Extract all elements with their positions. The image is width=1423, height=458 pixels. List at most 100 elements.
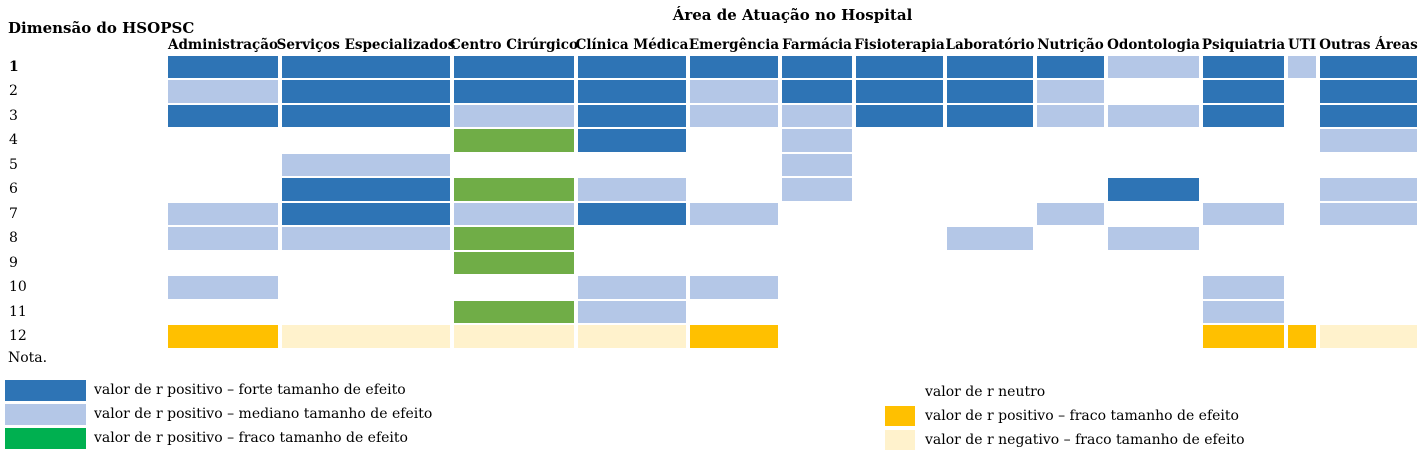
matrix-cell: [578, 104, 686, 127]
matrix-cell: [1320, 325, 1417, 348]
matrix-cell: [282, 202, 450, 225]
column-header: Fisioterapia: [854, 37, 945, 54]
matrix-cell: [856, 227, 943, 250]
matrix-cell: [1288, 178, 1316, 201]
matrix-cell: [856, 325, 943, 348]
matrix-cell: [1288, 276, 1316, 299]
legend-label: valor de r positivo – fraco tamanho de e…: [94, 430, 408, 446]
row-label: 6: [9, 181, 18, 198]
matrix-cell: [1108, 153, 1199, 176]
heatmap-grid: Administração Serviços Especializados Cent…: [0, 31, 1418, 348]
matrix-cell: [168, 202, 278, 225]
matrix-cell: [168, 276, 278, 299]
matrix-cell: [690, 202, 778, 225]
legend-item: valor de r positivo – forte tamanho de e…: [5, 378, 432, 402]
matrix-cell: [578, 129, 686, 152]
matrix-cell: [947, 202, 1033, 225]
matrix-cell: [690, 129, 778, 152]
matrix-cell: [282, 80, 450, 103]
matrix-cell: [168, 325, 278, 348]
matrix-cell: [1288, 325, 1316, 348]
matrix-cell: [1037, 178, 1104, 201]
matrix-cell: [782, 325, 852, 348]
matrix-cell: [1203, 178, 1284, 201]
matrix-cell: [1320, 276, 1417, 299]
column-header: Serviços Especializados: [276, 37, 456, 54]
matrix-cell: [578, 202, 686, 225]
matrix-cell: [782, 276, 852, 299]
column-header: Outras Áreas: [1319, 37, 1418, 54]
matrix-cell: [690, 153, 778, 176]
row-label: 3: [9, 107, 18, 124]
matrix-cell: [578, 300, 686, 323]
matrix-cell: [690, 104, 778, 127]
matrix-cell: [1108, 104, 1199, 127]
matrix-cell: [168, 80, 278, 103]
column-header: Farmácia: [782, 37, 852, 54]
matrix-cell: [690, 300, 778, 323]
matrix-cell: [1203, 202, 1284, 225]
matrix-cell: [1288, 300, 1316, 323]
matrix-cell: [1320, 129, 1417, 152]
matrix-cell: [578, 55, 686, 78]
row-label: 9: [9, 254, 18, 271]
row-label: 10: [9, 279, 27, 296]
matrix-cell: [1037, 55, 1104, 78]
legend-item: valor de r neutro: [885, 380, 1245, 404]
legend-right: valor de r neutro valor de r positivo – f…: [885, 380, 1245, 452]
matrix-cell: [782, 129, 852, 152]
matrix-cell: [856, 178, 943, 201]
matrix-cell: [947, 55, 1033, 78]
legend-label: valor de r negativo – fraco tamanho de e…: [925, 432, 1245, 448]
legend-swatch: [885, 382, 915, 402]
legend-item: valor de r positivo – mediano tamanho de…: [5, 402, 432, 426]
matrix-cell: [578, 251, 686, 274]
matrix-cell: [947, 178, 1033, 201]
matrix-cell: [282, 227, 450, 250]
matrix-cell: [690, 276, 778, 299]
matrix-cell: [1108, 300, 1199, 323]
matrix-cell: [1108, 129, 1199, 152]
row-axis-label: Dimensão do HSOPSC: [8, 19, 195, 37]
row-label: 12: [9, 328, 27, 345]
matrix-cell: [1203, 251, 1284, 274]
matrix-cell: [1037, 104, 1104, 127]
matrix-cell: [947, 104, 1033, 127]
matrix-cell: [1037, 80, 1104, 103]
matrix-cell: [454, 80, 574, 103]
matrix-cell: [690, 325, 778, 348]
matrix-cell: [454, 202, 574, 225]
matrix-cell: [1037, 325, 1104, 348]
matrix-cell: [168, 55, 278, 78]
matrix-cell: [782, 55, 852, 78]
matrix-cell: [1320, 104, 1417, 127]
row-label: 2: [9, 83, 18, 100]
row-label: 1: [9, 58, 19, 75]
matrix-cell: [947, 300, 1033, 323]
column-header: Clínica Médica: [575, 37, 689, 54]
matrix-cell: [947, 227, 1033, 250]
matrix-cell: [1037, 202, 1104, 225]
matrix-cell: [168, 251, 278, 274]
matrix-cell: [1320, 300, 1417, 323]
matrix-cell: [282, 129, 450, 152]
matrix-cell: [454, 104, 574, 127]
matrix-cell: [1108, 202, 1199, 225]
column-header: Centro Cirúrgico: [450, 37, 578, 54]
column-header: Nutrição: [1037, 37, 1104, 54]
matrix-cell: [282, 300, 450, 323]
matrix-cell: [282, 178, 450, 201]
matrix-cell: [1203, 129, 1284, 152]
matrix-cell: [454, 178, 574, 201]
matrix-cell: [1288, 80, 1316, 103]
matrix-cell: [1288, 202, 1316, 225]
matrix-cell: [1203, 276, 1284, 299]
matrix-cell: [1320, 55, 1417, 78]
matrix-cell: [454, 55, 574, 78]
legend-swatch: [5, 403, 86, 425]
matrix-cell: [1108, 178, 1199, 201]
matrix-cell: [168, 227, 278, 250]
matrix-cell: [1320, 80, 1417, 103]
matrix-cell: [454, 276, 574, 299]
